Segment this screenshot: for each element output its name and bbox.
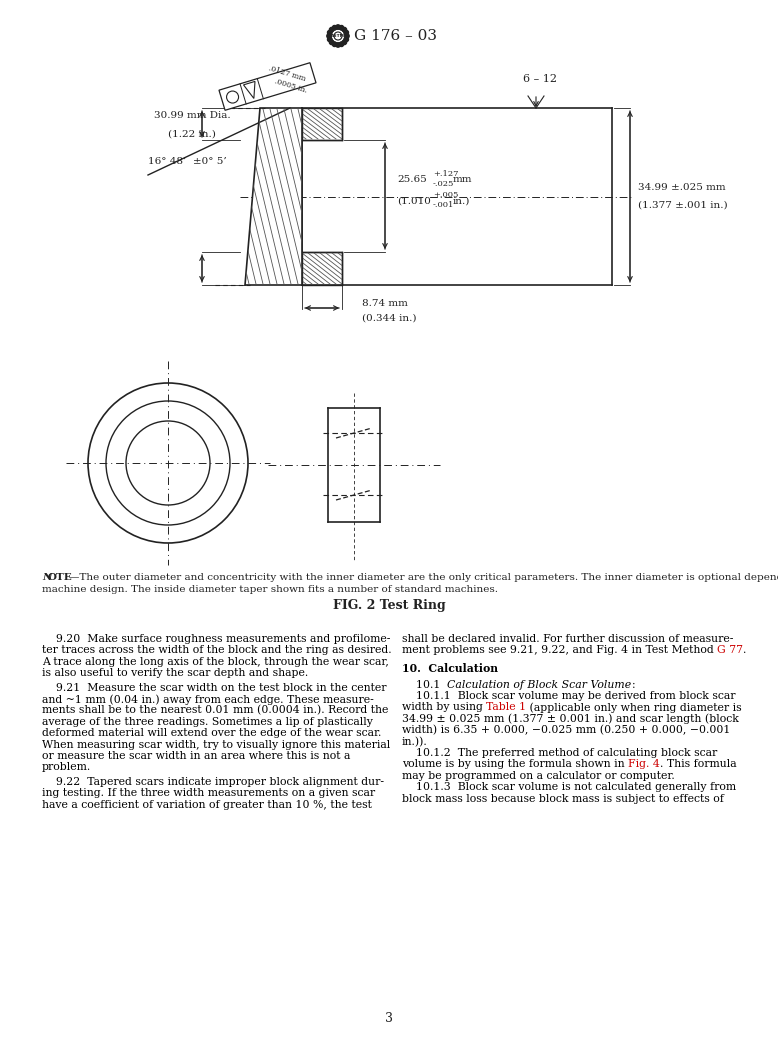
Text: FIG. 2 Test Ring: FIG. 2 Test Ring <box>333 599 445 612</box>
Text: 16° 48’  ±0° 5’: 16° 48’ ±0° 5’ <box>148 157 226 167</box>
Text: 9.20  Make surface roughness measurements and profilome-: 9.20 Make surface roughness measurements… <box>42 634 391 644</box>
Text: mm: mm <box>453 176 472 184</box>
Text: G 77: G 77 <box>717 645 743 656</box>
Text: have a coefficient of variation of greater than 10 %, the test: have a coefficient of variation of great… <box>42 799 372 810</box>
Text: average of the three readings. Sometimes a lip of plastically: average of the three readings. Sometimes… <box>42 717 373 727</box>
Polygon shape <box>302 252 342 285</box>
Text: -.001: -.001 <box>433 201 454 209</box>
Text: +.005: +.005 <box>433 191 458 199</box>
Text: -.025: -.025 <box>433 180 454 188</box>
Text: volume is by using the formula shown in: volume is by using the formula shown in <box>402 759 628 769</box>
Text: A trace along the long axis of the block, through the wear scar,: A trace along the long axis of the block… <box>42 657 389 667</box>
Text: in.)).: in.)). <box>402 737 428 746</box>
Text: width) is 6.35 + 0.000, −0.025 mm (0.250 + 0.000, −0.001: width) is 6.35 + 0.000, −0.025 mm (0.250… <box>402 726 731 736</box>
Text: ment problems see 9.21, 9.22, and Fig. 4 in Test Method: ment problems see 9.21, 9.22, and Fig. 4… <box>402 645 717 656</box>
Text: 8.74 mm: 8.74 mm <box>362 300 408 308</box>
Circle shape <box>344 37 349 42</box>
Text: 25.65: 25.65 <box>397 176 427 184</box>
Text: :: : <box>632 680 635 689</box>
Text: problem.: problem. <box>42 762 91 772</box>
Circle shape <box>342 27 346 32</box>
Text: .0005 in.: .0005 in. <box>273 78 308 95</box>
Text: deformed material will extend over the edge of the wear scar.: deformed material will extend over the e… <box>42 729 381 738</box>
Circle shape <box>339 42 344 47</box>
Text: Calculation of Block Scar Volume: Calculation of Block Scar Volume <box>447 680 632 689</box>
Text: Table 1: Table 1 <box>486 703 527 712</box>
Text: is also useful to verify the scar depth and shape.: is also useful to verify the scar depth … <box>42 668 308 678</box>
Text: . This formula: . This formula <box>660 759 737 769</box>
Text: (1.377 ±.001 in.): (1.377 ±.001 in.) <box>638 201 727 210</box>
Text: machine design. The inside diameter taper shown fits a number of standard machin: machine design. The inside diameter tape… <box>42 585 498 594</box>
Text: width by using: width by using <box>402 703 486 712</box>
Text: 10.1: 10.1 <box>402 680 447 689</box>
Circle shape <box>339 25 344 30</box>
Circle shape <box>336 43 340 47</box>
Text: —The outer diameter and concentricity with the inner diameter are the only criti: —The outer diameter and concentricity wi… <box>69 573 778 582</box>
Text: ments shall be to the nearest 0.01 mm (0.0004 in.). Record the: ments shall be to the nearest 0.01 mm (0… <box>42 706 388 716</box>
Circle shape <box>328 30 332 34</box>
Text: in.): in.) <box>453 197 471 205</box>
Circle shape <box>345 33 349 39</box>
Text: (applicable only when ring diameter is: (applicable only when ring diameter is <box>527 703 742 713</box>
Text: shall be declared invalid. For further discussion of measure-: shall be declared invalid. For further d… <box>402 634 734 644</box>
Text: ASTM: ASTM <box>331 34 345 39</box>
Circle shape <box>329 27 334 32</box>
Circle shape <box>342 41 346 45</box>
Text: 9.21  Measure the scar width on the test block in the center: 9.21 Measure the scar width on the test … <box>42 683 387 692</box>
Text: ing testing. If the three width measurements on a given scar: ing testing. If the three width measurem… <box>42 788 375 798</box>
Text: .: . <box>743 645 747 656</box>
Circle shape <box>332 25 337 30</box>
Text: (1.010: (1.010 <box>397 197 431 205</box>
Text: and ~1 mm (0.04 in.) away from each edge. These measure-: and ~1 mm (0.04 in.) away from each edge… <box>42 694 373 705</box>
Polygon shape <box>219 62 316 110</box>
Text: 6 – 12: 6 – 12 <box>523 74 557 84</box>
Text: 9.22  Tapered scars indicate improper block alignment dur-: 9.22 Tapered scars indicate improper blo… <box>42 777 384 787</box>
Text: (1.22 in.): (1.22 in.) <box>168 129 216 138</box>
Polygon shape <box>245 108 302 285</box>
Circle shape <box>344 30 349 34</box>
Text: G 176 – 03: G 176 – 03 <box>354 29 437 43</box>
Text: 30.99 mm Dia.: 30.99 mm Dia. <box>154 111 230 121</box>
Text: (0.344 in.): (0.344 in.) <box>362 313 416 323</box>
Circle shape <box>332 42 337 47</box>
Circle shape <box>329 41 334 45</box>
Circle shape <box>336 25 340 29</box>
Text: 10.1.3  Block scar volume is not calculated generally from: 10.1.3 Block scar volume is not calculat… <box>402 782 736 792</box>
Text: 3: 3 <box>385 1012 393 1025</box>
Text: +.127: +.127 <box>433 170 458 178</box>
Text: 10.1.1  Block scar volume may be derived from block scar: 10.1.1 Block scar volume may be derived … <box>402 691 735 701</box>
Text: 10.1.2  The preferred method of calculating block scar: 10.1.2 The preferred method of calculati… <box>402 748 717 758</box>
Text: 10.  Calculation: 10. Calculation <box>402 662 498 674</box>
Circle shape <box>328 37 332 42</box>
Text: OTE: OTE <box>48 573 73 582</box>
Polygon shape <box>302 108 342 139</box>
Circle shape <box>327 33 331 39</box>
Text: When measuring scar width, try to visually ignore this material: When measuring scar width, try to visual… <box>42 739 391 750</box>
Text: Fig. 4: Fig. 4 <box>628 759 660 769</box>
Text: may be programmed on a calculator or computer.: may be programmed on a calculator or com… <box>402 770 675 781</box>
Text: ter traces across the width of the block and the ring as desired.: ter traces across the width of the block… <box>42 645 391 656</box>
Text: .0127 mm: .0127 mm <box>267 65 307 83</box>
Text: block mass loss because block mass is subject to effects of: block mass loss because block mass is su… <box>402 793 724 804</box>
Text: 34.99 ± 0.025 mm (1.377 ± 0.001 in.) and scar length (block: 34.99 ± 0.025 mm (1.377 ± 0.001 in.) and… <box>402 714 739 725</box>
Text: 34.99 ±.025 mm: 34.99 ±.025 mm <box>638 183 726 192</box>
Text: or measure the scar width in an area where this is not a: or measure the scar width in an area whe… <box>42 751 350 761</box>
Circle shape <box>329 27 347 45</box>
Text: N: N <box>42 573 51 582</box>
